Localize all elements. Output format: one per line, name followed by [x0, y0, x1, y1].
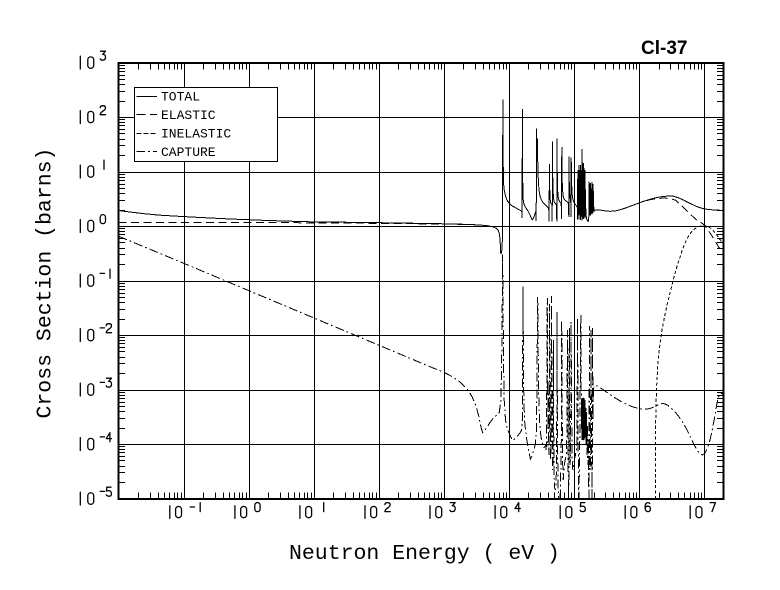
svg-text:Neutron Energy ( eV ): Neutron Energy ( eV ) [289, 542, 560, 566]
svg-text:CAPTURE: CAPTURE [161, 145, 216, 160]
svg-text:TOTAL: TOTAL [161, 90, 200, 105]
svg-text:Cross Section (barns): Cross Section (barns) [34, 148, 58, 419]
svg-text:Cl-37: Cl-37 [641, 38, 687, 59]
svg-text:INELASTIC: INELASTIC [161, 127, 231, 142]
svg-text:ELASTIC: ELASTIC [161, 108, 216, 123]
